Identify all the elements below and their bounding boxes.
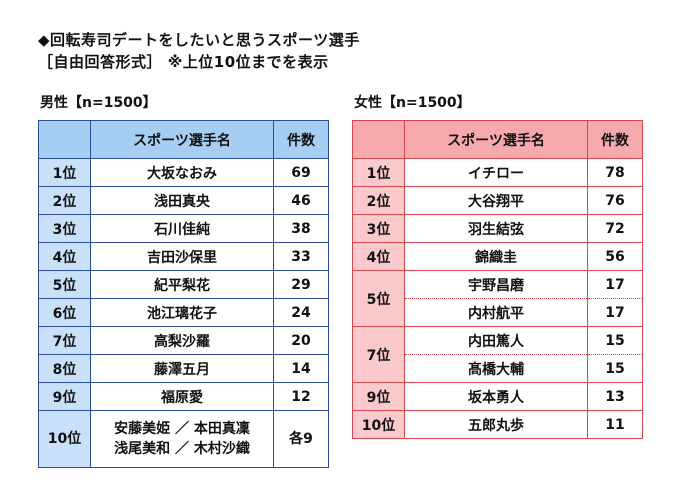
- male-section-label: 男性【n=1500】: [40, 95, 157, 111]
- rank-cell: 2位: [352, 186, 405, 215]
- table-row: 4位 吉田沙保里 33: [38, 242, 329, 271]
- table-row: 内村航平 17: [353, 298, 643, 327]
- table-header: スポーツ選手名 件数: [352, 120, 643, 159]
- name-cell: 坂本勇人: [404, 382, 588, 411]
- name-cell: 内村航平: [404, 298, 588, 327]
- count-cell: 72: [587, 214, 643, 243]
- table-row: 5位 宇野昌磨 17: [352, 270, 643, 327]
- rank-cell: 4位: [38, 242, 91, 271]
- table-row: 7位 内田篤人 15: [352, 326, 643, 383]
- name-cell: 宇野昌磨: [404, 270, 588, 299]
- table-row: 3位 羽生結弦 72: [352, 214, 643, 243]
- rank-cell: 8位: [38, 354, 91, 383]
- rank-cell: 7位: [352, 326, 405, 383]
- name-cell: 髙橋大輔: [404, 354, 588, 383]
- table-row: 9位 坂本勇人 13: [352, 382, 643, 411]
- name-cell: 五郎丸歩: [404, 410, 588, 439]
- header-count: 件数: [273, 120, 329, 159]
- header-rank: [352, 120, 405, 159]
- name-cell: 羽生結弦: [404, 214, 588, 243]
- count-cell: 12: [273, 382, 329, 411]
- table-row: 1位 大坂なおみ 69: [38, 158, 329, 187]
- count-cell: 15: [587, 354, 643, 383]
- table-row: 10位 五郎丸歩 11: [352, 410, 643, 439]
- count-cell: 17: [587, 298, 643, 327]
- count-cell: 各9: [273, 410, 329, 468]
- table-row: 5位 紀平梨花 29: [38, 270, 329, 299]
- name-cell: 福原愛: [90, 382, 274, 411]
- name-cell: 吉田沙保里: [90, 242, 274, 271]
- table-row: 3位 石川佳純 38: [38, 214, 329, 243]
- table-row: 1位 イチロー 78: [352, 158, 643, 187]
- header-count: 件数: [587, 120, 643, 159]
- count-cell: 29: [273, 270, 329, 299]
- name-cell: イチロー: [404, 158, 588, 187]
- count-cell: 38: [273, 214, 329, 243]
- rank-cell: 5位: [38, 270, 91, 299]
- rank-cell: 2位: [38, 186, 91, 215]
- header-rank: [38, 120, 91, 159]
- rank-cell: 6位: [38, 298, 91, 327]
- name-cell: 錦織圭: [404, 242, 588, 271]
- name-cell: 安藤美姫 ／ 本田真凜 浅尾美和 ／ 木村沙織: [90, 410, 274, 468]
- name-cell: 高梨沙羅: [90, 326, 274, 355]
- header-name: スポーツ選手名: [404, 120, 588, 159]
- count-cell: 11: [587, 410, 643, 439]
- table-row: 2位 大谷翔平 76: [352, 186, 643, 215]
- name-cell: 浅田真央: [90, 186, 274, 215]
- name-cell: 大谷翔平: [404, 186, 588, 215]
- count-cell: 15: [587, 326, 643, 355]
- name-cell: 池江璃花子: [90, 298, 274, 327]
- name-cell: 石川佳純: [90, 214, 274, 243]
- rank-cell: 3位: [352, 214, 405, 243]
- rank-cell: 5位: [352, 270, 405, 327]
- rank-cell: 10位: [352, 410, 405, 439]
- count-cell: 24: [273, 298, 329, 327]
- name-line: 浅尾美和 ／ 木村沙織: [114, 441, 250, 457]
- table-row: 7位 高梨沙羅 20: [38, 326, 329, 355]
- name-cell: 内田篤人: [404, 326, 588, 355]
- table-row: 9位 福原愛 12: [38, 382, 329, 411]
- table-row: 6位 池江璃花子 24: [38, 298, 329, 327]
- rank-cell: 10位: [38, 410, 91, 468]
- table-row: 10位 安藤美姫 ／ 本田真凜 浅尾美和 ／ 木村沙織 各9: [38, 410, 329, 468]
- count-cell: 78: [587, 158, 643, 187]
- rank-cell: 3位: [38, 214, 91, 243]
- count-cell: 56: [587, 242, 643, 271]
- female-section-label: 女性【n=1500】: [354, 95, 471, 111]
- name-cell: 大坂なおみ: [90, 158, 274, 187]
- count-cell: 14: [273, 354, 329, 383]
- rank-cell: 4位: [352, 242, 405, 271]
- name-cell: 紀平梨花: [90, 270, 274, 299]
- rank-cell: 1位: [352, 158, 405, 187]
- header-name: スポーツ選手名: [90, 120, 274, 159]
- rank-cell: 9位: [38, 382, 91, 411]
- rank-cell: 7位: [38, 326, 91, 355]
- name-line: 安藤美姫 ／ 本田真凜: [114, 421, 250, 437]
- count-cell: 33: [273, 242, 329, 271]
- female-ranking-table: スポーツ選手名 件数 1位 イチロー 78 2位 大谷翔平 76 3位 羽生結弦 72 4位 錦織圭…: [352, 120, 643, 439]
- count-cell: 17: [587, 270, 643, 299]
- count-cell: 20: [273, 326, 329, 355]
- count-cell: 46: [273, 186, 329, 215]
- survey-title: ◆回転寿司デートをしたいと思うスポーツ選手: [38, 31, 360, 49]
- rank-cell: 9位: [352, 382, 405, 411]
- table-row: 4位 錦織圭 56: [352, 242, 643, 271]
- count-cell: 69: [273, 158, 329, 187]
- name-cell: 藤澤五月: [90, 354, 274, 383]
- table-header: スポーツ選手名 件数: [38, 120, 329, 159]
- table-row: 8位 藤澤五月 14: [38, 354, 329, 383]
- count-cell: 13: [587, 382, 643, 411]
- male-ranking-table: スポーツ選手名 件数 1位 大坂なおみ 69 2位 浅田真央 46 3位 石川佳純 38 4位 吉田…: [38, 120, 329, 468]
- count-cell: 76: [587, 186, 643, 215]
- survey-subtitle: ［自由回答形式］ ※上位10位までを表示: [38, 53, 329, 71]
- table-row: 2位 浅田真央 46: [38, 186, 329, 215]
- rank-cell: 1位: [38, 158, 91, 187]
